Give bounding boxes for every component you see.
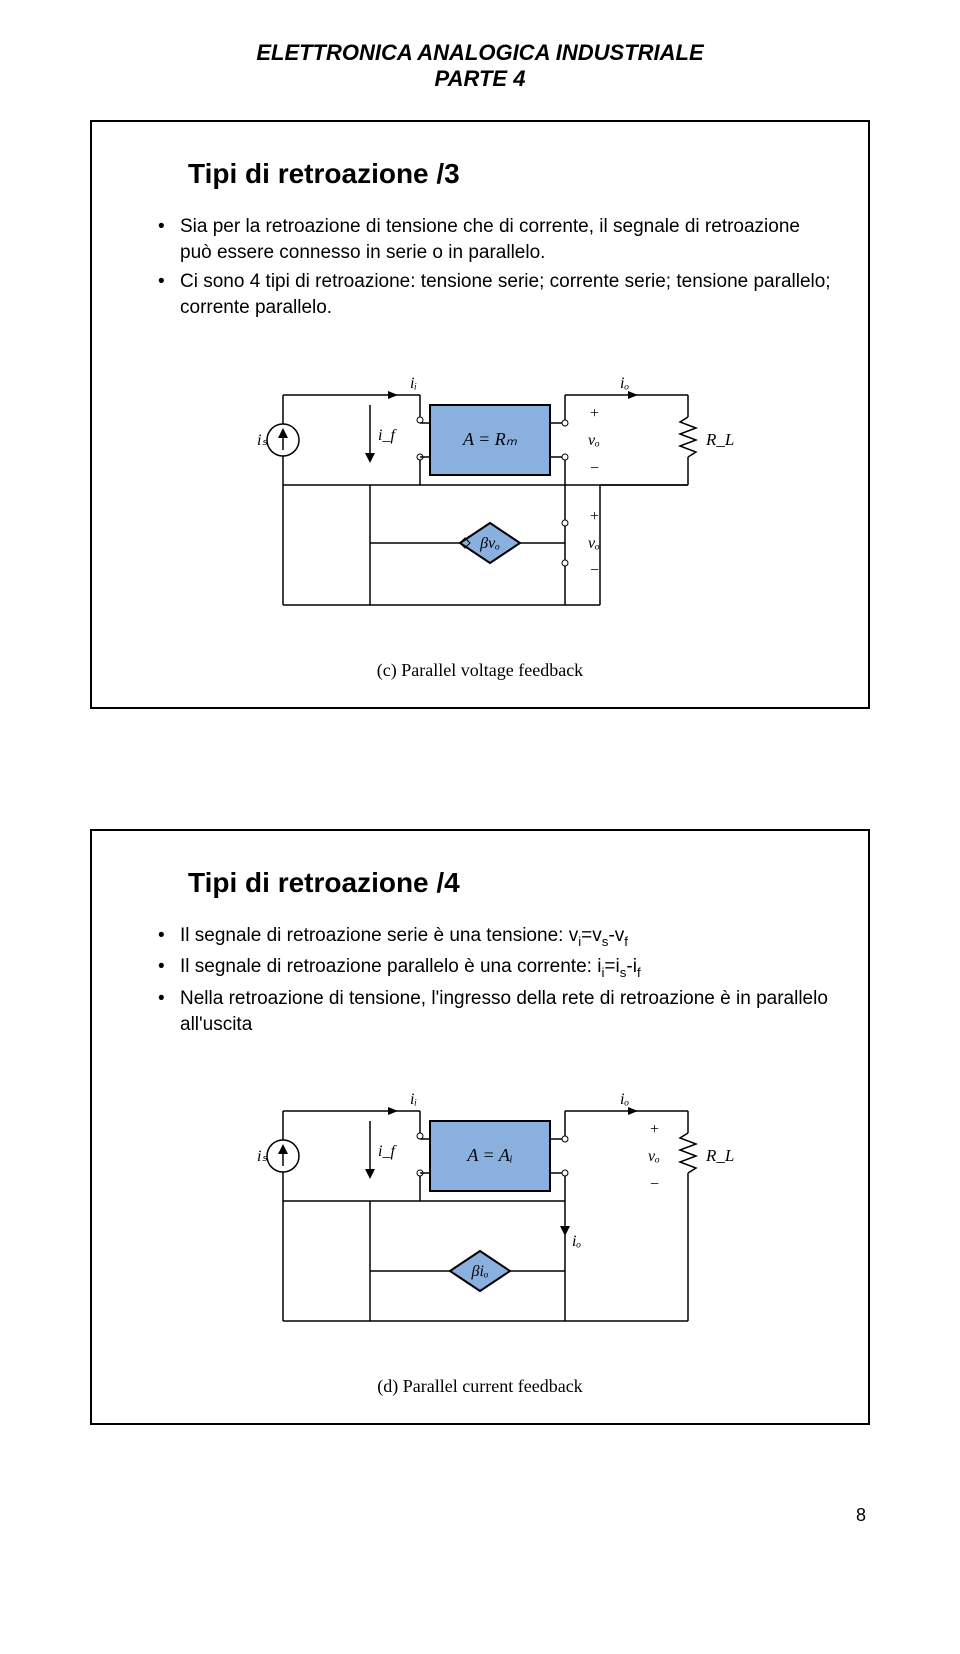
slide1-caption: (c) Parallel voltage feedback bbox=[128, 660, 832, 681]
svg-text:A = Aᵢ: A = Aᵢ bbox=[466, 1145, 512, 1165]
slide-1: Tipi di retroazione /3 Sia per la retroa… bbox=[90, 120, 870, 709]
slide2-title: Tipi di retroazione /4 bbox=[188, 867, 832, 899]
page-number: 8 bbox=[90, 1505, 870, 1526]
slide1-bullets: Sia per la retroazione di tensione che d… bbox=[128, 214, 832, 321]
svg-text:i_f: i_f bbox=[378, 1143, 397, 1160]
svg-text:iₒ: iₒ bbox=[620, 1091, 629, 1108]
slide1-title: Tipi di retroazione /3 bbox=[188, 158, 832, 190]
svg-text:A = Rₘ: A = Rₘ bbox=[462, 429, 518, 449]
svg-text:R_L: R_L bbox=[705, 1146, 734, 1165]
slide2-caption: (d) Parallel current feedback bbox=[128, 1376, 832, 1397]
slide2-bullet-1: Il segnale di retroazione serie è una te… bbox=[158, 923, 832, 951]
slide-2: Tipi di retroazione /4 Il segnale di ret… bbox=[90, 829, 870, 1426]
svg-text:iₒ: iₒ bbox=[620, 375, 629, 392]
slide1-bullet-2: Ci sono 4 tipi di retroazione: tensione … bbox=[158, 269, 832, 320]
slide2-diagram: A = Aᵢ βiₒ R_L bbox=[128, 1061, 832, 1397]
svg-text:iₒ: iₒ bbox=[572, 1233, 581, 1250]
svg-text:i_f: i_f bbox=[378, 427, 397, 444]
slide2-bullet-2: Il segnale di retroazione parallelo è un… bbox=[158, 954, 832, 982]
slide2-bullet-3: Nella retroazione di tensione, l'ingress… bbox=[158, 986, 832, 1037]
slide2-bullets: Il segnale di retroazione serie è una te… bbox=[128, 923, 832, 1038]
header-line1: ELETTRONICA ANALOGICA INDUSTRIALE bbox=[90, 40, 870, 66]
svg-text:−: − bbox=[650, 1176, 659, 1193]
svg-text:βiₒ: βiₒ bbox=[471, 1263, 489, 1280]
doc-header: ELETTRONICA ANALOGICA INDUSTRIALE PARTE … bbox=[90, 40, 870, 92]
svg-text:vₒ: vₒ bbox=[588, 535, 600, 552]
svg-text:−: − bbox=[590, 460, 599, 477]
svg-text:iₛ: iₛ bbox=[257, 1148, 268, 1165]
svg-text:vₒ: vₒ bbox=[588, 432, 600, 449]
svg-text:βvₒ: βvₒ bbox=[479, 535, 500, 552]
svg-text:vₒ: vₒ bbox=[648, 1148, 660, 1165]
svg-text:−: − bbox=[590, 562, 599, 579]
header-line2: PARTE 4 bbox=[90, 66, 870, 92]
svg-text:iᵢ: iᵢ bbox=[410, 1091, 417, 1108]
svg-text:iₛ: iₛ bbox=[257, 432, 268, 449]
svg-text:+: + bbox=[590, 508, 599, 525]
svg-text:iᵢ: iᵢ bbox=[410, 375, 417, 392]
svg-text:+: + bbox=[650, 1121, 659, 1138]
slide1-diagram: A = Rₘ βvₒ R_L bbox=[128, 345, 832, 681]
svg-text:+: + bbox=[590, 405, 599, 422]
svg-text:R_L: R_L bbox=[705, 430, 734, 449]
slide1-bullet-1: Sia per la retroazione di tensione che d… bbox=[158, 214, 832, 265]
